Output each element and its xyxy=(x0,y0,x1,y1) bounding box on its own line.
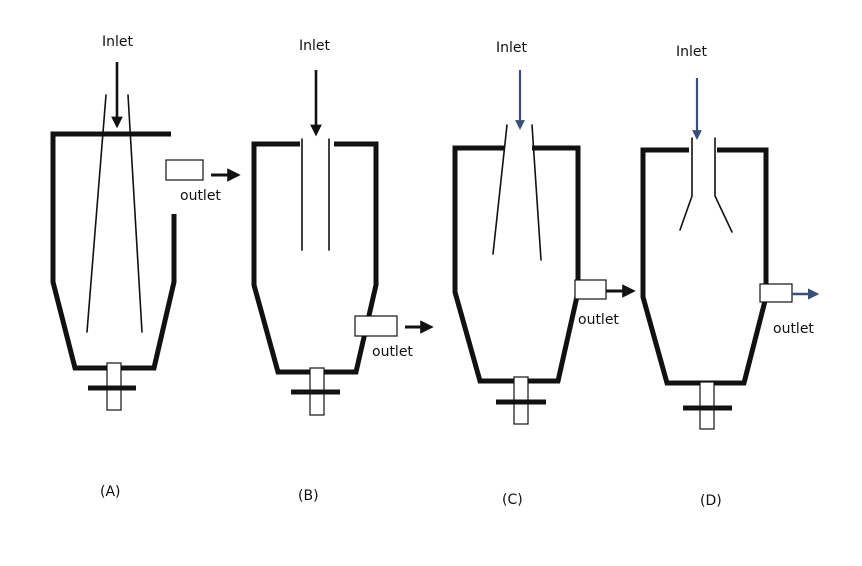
internal-pipe-left-c xyxy=(492,124,508,255)
vessel-body-c xyxy=(452,145,581,384)
vessel-body-a xyxy=(50,131,177,371)
unit-a: Inlet outlet (A) xyxy=(50,34,241,500)
internal-pipe-right-d xyxy=(714,137,733,233)
inlet-label-b: Inlet xyxy=(299,38,331,54)
internal-pipe-left-d xyxy=(679,137,693,231)
outlet-nozzle-b xyxy=(354,315,398,337)
internal-pipe-left-a xyxy=(86,94,107,333)
unit-b: Inlet outlet (B) xyxy=(251,38,434,504)
outlet-nozzle-a xyxy=(165,159,204,181)
unit-d: Inlet outlet (D) xyxy=(640,44,820,509)
outlet-nozzle-d xyxy=(759,283,793,303)
internal-pipe-right-a xyxy=(127,94,143,333)
inlet-label-c: Inlet xyxy=(496,40,528,56)
inlet-label-a: Inlet xyxy=(102,34,134,50)
caption-c: (C) xyxy=(502,492,523,508)
inlet-label-d: Inlet xyxy=(676,44,708,60)
outlet-label-b: outlet xyxy=(372,344,413,360)
outlet-label-c: outlet xyxy=(578,312,619,328)
vessel-body-b xyxy=(251,141,379,375)
caption-d: (D) xyxy=(700,493,722,509)
vessel-body-d xyxy=(640,147,769,386)
caption-a: (A) xyxy=(100,484,121,500)
unit-c: Inlet outlet (C) xyxy=(452,40,636,508)
outlet-label-a: outlet xyxy=(180,188,221,204)
outlet-label-d: outlet xyxy=(773,321,814,337)
outlet-nozzle-c xyxy=(574,279,607,300)
caption-b: (B) xyxy=(298,488,319,504)
internal-pipe-right-c xyxy=(531,124,542,261)
